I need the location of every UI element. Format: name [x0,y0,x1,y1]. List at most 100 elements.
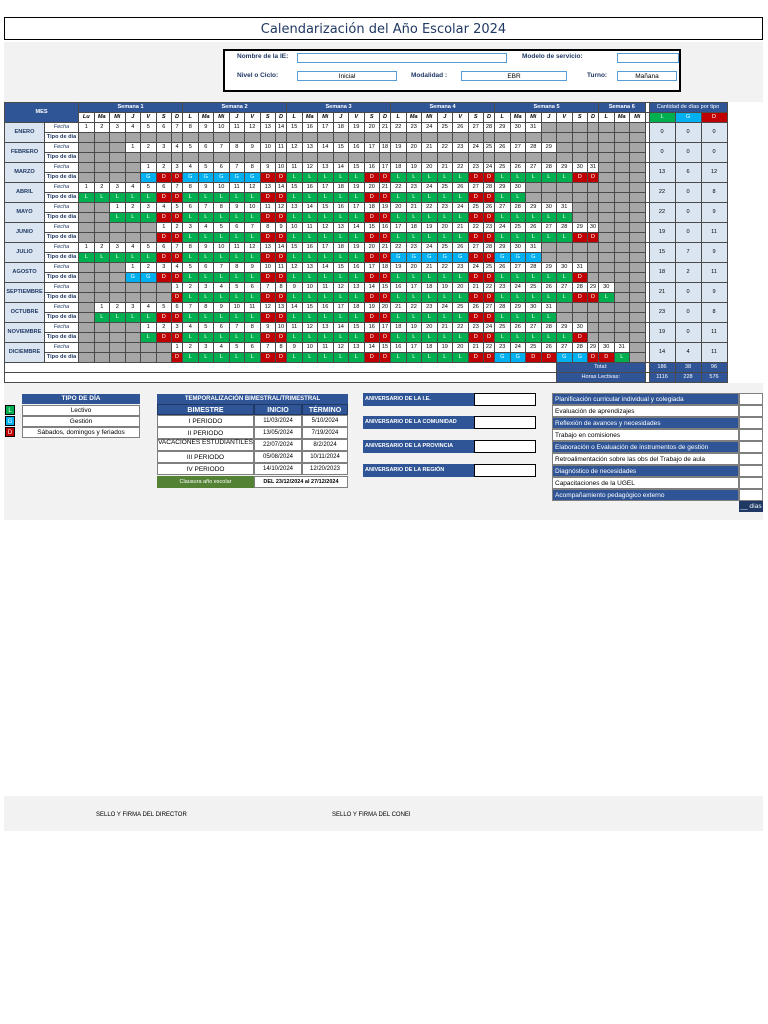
day-type-cell[interactable]: L [228,312,245,323]
day-type-cell[interactable]: D [483,232,495,243]
day-type-cell[interactable]: D [379,252,391,263]
day-cell[interactable]: 11 [301,222,318,233]
day-cell[interactable]: 1 [171,342,183,353]
day-type-cell[interactable]: L [525,272,542,283]
day-cell[interactable]: 12 [244,242,261,253]
day-cell[interactable]: 20 [405,142,422,153]
day-type-cell[interactable]: L [286,192,303,203]
day-cell[interactable]: 11 [317,282,334,293]
day-cell[interactable]: 24 [436,302,453,313]
day-cell[interactable]: 4 [213,282,230,293]
day-cell[interactable]: 4 [182,162,199,173]
day-type-cell[interactable] [259,152,276,163]
day-type-cell[interactable] [78,132,95,143]
day-cell[interactable]: 30 [525,302,542,313]
day-cell[interactable]: 13 [286,202,303,213]
day-cell[interactable]: 27 [525,322,542,333]
day-type-cell[interactable] [171,132,183,143]
day-cell[interactable]: 5 [197,322,214,333]
day-type-cell[interactable]: L [286,312,303,323]
day-type-cell[interactable]: D [379,352,391,363]
day-cell[interactable]: 4 [197,222,214,233]
day-cell[interactable]: 22 [436,142,453,153]
day-type-cell[interactable]: L [525,172,542,183]
day-cell[interactable]: 23 [452,142,469,153]
day-type-cell[interactable]: L [452,352,469,363]
day-type-cell[interactable]: D [155,312,172,323]
day-type-cell[interactable]: L [509,172,526,183]
day-cell[interactable]: 6 [155,122,172,133]
day-cell[interactable]: 11 [275,142,287,153]
day-cell[interactable]: 1 [140,322,157,333]
day-cell[interactable]: 22 [436,262,453,273]
day-cell[interactable]: 12 [275,202,287,213]
day-type-cell[interactable]: D [587,292,599,303]
actividad-dias-field[interactable] [739,465,763,477]
day-type-cell[interactable]: L [540,292,557,303]
day-cell[interactable]: 6 [171,302,183,313]
day-cell[interactable]: 7 [213,142,230,153]
day-type-cell[interactable]: L [182,212,199,223]
day-type-cell[interactable]: L [509,232,526,243]
day-cell[interactable]: 30 [571,322,588,333]
day-cell[interactable]: 18 [332,182,349,193]
actividad-dias-field[interactable] [739,489,763,501]
day-type-cell[interactable]: L [509,332,526,343]
day-cell[interactable]: 26 [509,322,526,333]
day-type-cell[interactable] [379,132,391,143]
day-type-cell[interactable]: L [613,352,630,363]
day-cell[interactable]: 24 [509,282,526,293]
day-cell[interactable]: 18 [390,162,407,173]
day-type-cell[interactable] [140,132,157,143]
day-cell[interactable]: 21 [421,262,438,273]
day-cell[interactable]: 19 [348,242,365,253]
day-cell[interactable]: 20 [421,322,438,333]
day-type-cell[interactable]: D [467,252,484,263]
day-type-cell[interactable] [494,152,511,163]
day-type-cell[interactable]: L [509,212,526,223]
day-cell[interactable]: 23 [467,322,484,333]
day-type-cell[interactable] [379,152,391,163]
day-cell[interactable]: 26 [452,242,469,253]
day-cell[interactable]: 12 [301,162,318,173]
day-type-cell[interactable]: L [286,232,303,243]
day-type-cell[interactable]: L [525,292,542,303]
day-type-cell[interactable]: L [332,332,349,343]
day-cell[interactable]: 9 [213,302,230,313]
day-type-cell[interactable]: L [109,252,126,263]
day-cell[interactable]: 9 [228,202,245,213]
day-type-cell[interactable] [452,152,469,163]
day-type-cell[interactable]: D [483,172,495,183]
day-type-cell[interactable]: D [587,172,599,183]
day-type-cell[interactable]: L [348,352,365,363]
day-cell[interactable]: 9 [244,262,261,273]
day-cell[interactable]: 27 [540,222,557,233]
day-cell[interactable]: 23 [405,242,422,253]
day-type-cell[interactable]: D [363,352,380,363]
day-cell[interactable]: 16 [332,202,349,213]
day-type-cell[interactable]: D [275,252,287,263]
day-type-cell[interactable]: L [452,212,469,223]
day-type-cell[interactable] [509,132,526,143]
day-cell[interactable]: 27 [494,202,511,213]
day-cell[interactable]: 6 [244,282,261,293]
day-cell[interactable]: 8 [182,242,199,253]
day-type-cell[interactable]: L [244,272,261,283]
day-type-cell[interactable]: L [421,332,438,343]
day-cell[interactable]: 4 [213,342,230,353]
day-type-cell[interactable]: L [244,212,261,223]
day-type-cell[interactable]: L [197,312,214,323]
day-type-cell[interactable]: L [332,192,349,203]
day-type-cell[interactable]: D [155,232,172,243]
day-cell[interactable]: 30 [509,182,526,193]
day-cell[interactable]: 15 [286,242,303,253]
day-type-cell[interactable]: L [228,292,245,303]
day-cell[interactable]: 27 [467,122,484,133]
day-cell[interactable]: 6 [213,322,230,333]
day-cell[interactable]: 31 [525,122,542,133]
day-type-cell[interactable]: L [436,272,453,283]
day-cell[interactable]: 5 [182,262,199,273]
day-cell[interactable]: 2 [140,262,157,273]
day-type-cell[interactable]: D [259,252,276,263]
day-type-cell[interactable]: L [197,272,214,283]
